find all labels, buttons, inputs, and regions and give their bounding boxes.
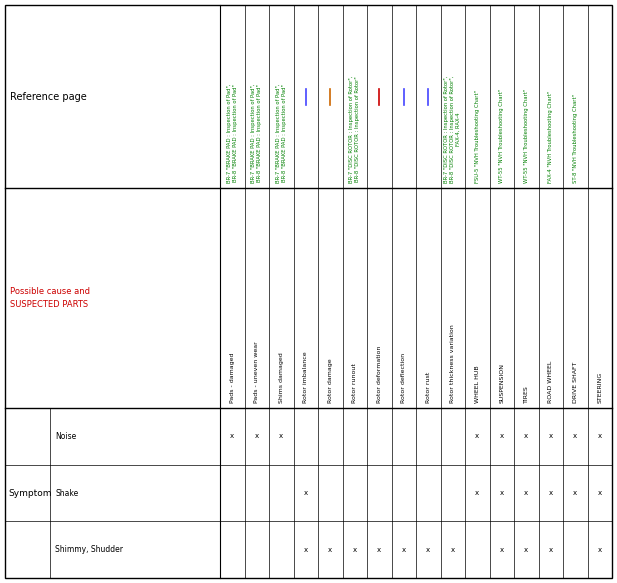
Text: Rotor deflection: Rotor deflection bbox=[401, 353, 406, 403]
Text: x: x bbox=[549, 490, 553, 496]
Text: Pads - uneven wear: Pads - uneven wear bbox=[254, 341, 259, 403]
Text: Reference page: Reference page bbox=[10, 92, 87, 101]
Text: WT-55 "NVH Troubleshooting Chart": WT-55 "NVH Troubleshooting Chart" bbox=[499, 89, 504, 183]
Text: BR-7 "BRAKE PAD : Inspection of Pad",
BR-8 "BRAKE PAD : Inspection of Pad": BR-7 "BRAKE PAD : Inspection of Pad", BR… bbox=[251, 83, 262, 183]
Text: TIRES: TIRES bbox=[524, 385, 529, 403]
Text: x: x bbox=[524, 433, 528, 440]
Text: BR-7 "BRAKE PAD : Inspection of Pad",
BR-8 "BRAKE PAD : Inspection of Pad": BR-7 "BRAKE PAD : Inspection of Pad", BR… bbox=[276, 83, 287, 183]
Text: Rotor imbalance: Rotor imbalance bbox=[303, 352, 308, 403]
Text: Noise: Noise bbox=[55, 432, 77, 441]
Text: x: x bbox=[402, 547, 406, 553]
Text: x: x bbox=[475, 490, 479, 496]
Text: DRIVE SHAFT: DRIVE SHAFT bbox=[573, 361, 578, 403]
Text: Rotor damage: Rotor damage bbox=[328, 359, 333, 403]
Text: x: x bbox=[549, 433, 553, 440]
Text: Rotor deformation: Rotor deformation bbox=[377, 346, 382, 403]
Text: x: x bbox=[598, 433, 602, 440]
Text: Shimmy, Shudder: Shimmy, Shudder bbox=[55, 545, 123, 554]
Text: x: x bbox=[549, 547, 553, 553]
Text: WT-55 "NVH Troubleshooting Chart": WT-55 "NVH Troubleshooting Chart" bbox=[524, 89, 529, 183]
Text: x: x bbox=[426, 547, 430, 553]
Text: Symptom: Symptom bbox=[8, 489, 51, 497]
Text: x: x bbox=[304, 547, 308, 553]
Text: Rotor rust: Rotor rust bbox=[426, 372, 431, 403]
Text: x: x bbox=[353, 547, 357, 553]
Text: x: x bbox=[598, 490, 602, 496]
Text: BR-7 "DISC ROTOR : Inspection of Rotor",
BR-8 "DISC ROTOR : Inspection of Rotor": BR-7 "DISC ROTOR : Inspection of Rotor",… bbox=[444, 76, 461, 183]
Text: x: x bbox=[328, 547, 333, 553]
Text: Shake: Shake bbox=[55, 489, 78, 497]
Text: x: x bbox=[500, 490, 504, 496]
Text: ROAD WHEEL: ROAD WHEEL bbox=[549, 361, 553, 403]
Text: x: x bbox=[573, 433, 578, 440]
Text: BR-7 "BRAKE PAD : Inspection of Pad",
BR-8 "BRAKE PAD : Inspection of Pad": BR-7 "BRAKE PAD : Inspection of Pad", BR… bbox=[227, 83, 238, 183]
Text: x: x bbox=[475, 433, 479, 440]
Text: x: x bbox=[450, 547, 455, 553]
Text: Rotor runout: Rotor runout bbox=[352, 363, 357, 403]
Text: BR-7 "DISC ROTOR : Inspection of Rotor",
BR-8 "DISC ROTOR : Inspection of Rotor": BR-7 "DISC ROTOR : Inspection of Rotor",… bbox=[349, 76, 360, 183]
Text: x: x bbox=[279, 433, 283, 440]
Text: x: x bbox=[500, 433, 504, 440]
Text: FSU-5 "NVH Troubleshooting Chart": FSU-5 "NVH Troubleshooting Chart" bbox=[474, 90, 480, 183]
Text: x: x bbox=[304, 490, 308, 496]
Text: Possible cause and
SUSPECTED PARTS: Possible cause and SUSPECTED PARTS bbox=[10, 287, 90, 309]
Text: ST-8 "NVH Troubleshooting Chart": ST-8 "NVH Troubleshooting Chart" bbox=[573, 94, 578, 183]
Text: FAX-4 "NVH Troubleshooting Chart": FAX-4 "NVH Troubleshooting Chart" bbox=[549, 90, 553, 183]
Text: WHEEL HUB: WHEEL HUB bbox=[474, 366, 480, 403]
Text: STEERING: STEERING bbox=[597, 372, 602, 403]
Text: x: x bbox=[377, 547, 381, 553]
Text: Rotor thickness variation: Rotor thickness variation bbox=[450, 324, 455, 403]
Text: x: x bbox=[255, 433, 259, 440]
Text: x: x bbox=[524, 490, 528, 496]
Text: SUSPENSION: SUSPENSION bbox=[499, 363, 504, 403]
Text: x: x bbox=[524, 547, 528, 553]
Text: x: x bbox=[500, 547, 504, 553]
Text: Shims damaged: Shims damaged bbox=[279, 352, 284, 403]
Text: Pads - damaged: Pads - damaged bbox=[230, 353, 234, 403]
Text: x: x bbox=[573, 490, 578, 496]
Text: x: x bbox=[598, 547, 602, 553]
Text: x: x bbox=[230, 433, 234, 440]
